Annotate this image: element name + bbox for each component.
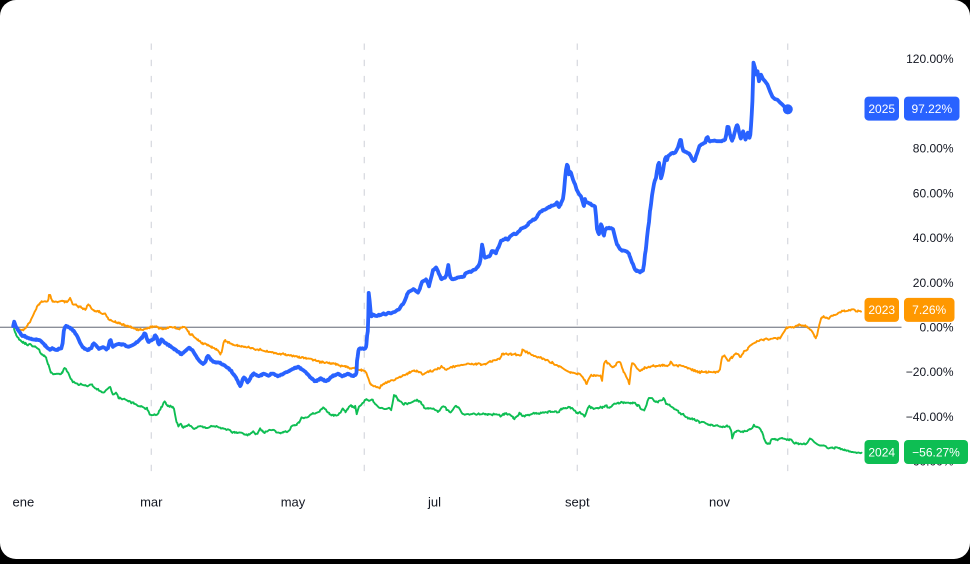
svg-text:2024: 2024 xyxy=(868,445,895,459)
svg-text:2023: 2023 xyxy=(868,303,895,317)
svg-text:2025: 2025 xyxy=(868,102,895,116)
svg-text:7.26%: 7.26% xyxy=(912,303,946,317)
svg-text:sept: sept xyxy=(565,495,590,510)
svg-text:80.00%: 80.00% xyxy=(913,142,954,156)
svg-text:ene: ene xyxy=(13,495,35,510)
svg-text:−20.00%: −20.00% xyxy=(906,365,954,379)
svg-text:nov: nov xyxy=(709,495,730,510)
svg-text:60.00%: 60.00% xyxy=(913,186,954,200)
svg-text:20.00%: 20.00% xyxy=(913,276,954,290)
svg-text:40.00%: 40.00% xyxy=(913,231,954,245)
svg-text:may: may xyxy=(281,495,306,510)
svg-text:mar: mar xyxy=(140,495,163,510)
svg-text:jul: jul xyxy=(427,495,441,510)
svg-text:120.00%: 120.00% xyxy=(906,52,954,66)
svg-text:0.00%: 0.00% xyxy=(919,321,953,335)
svg-text:−40.00%: −40.00% xyxy=(906,410,954,424)
svg-text:97.22%: 97.22% xyxy=(911,102,952,116)
svg-text:−56.27%: −56.27% xyxy=(912,445,960,459)
